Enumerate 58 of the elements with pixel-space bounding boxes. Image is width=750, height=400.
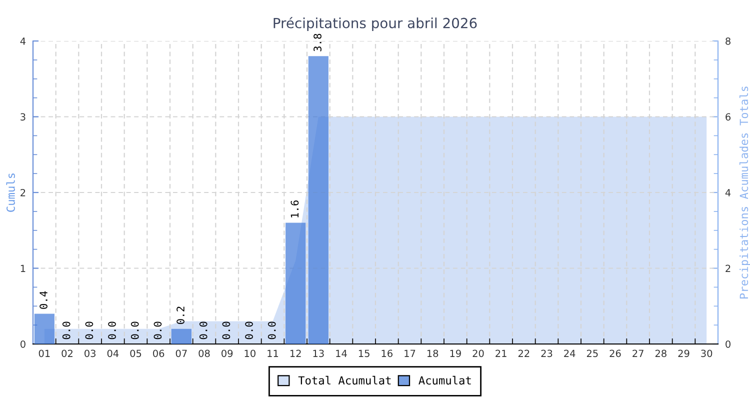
data-label: 0.0 — [108, 322, 116, 340]
x-tick-label: 08 — [198, 350, 210, 358]
x-tick-label: 01 — [38, 350, 50, 358]
data-label: 1.6 — [290, 200, 299, 218]
x-tick-label: 26 — [610, 350, 621, 358]
x-tick-label: 13 — [313, 350, 324, 358]
x-tick-label: 21 — [496, 350, 506, 357]
data-label: 0.0 — [154, 322, 162, 340]
y2-tick-label: 2 — [726, 264, 730, 272]
data-label: 0.0 — [85, 322, 94, 340]
x-tick-label: 18 — [427, 350, 438, 358]
y-axis-title: Cumuls — [6, 174, 15, 212]
y-tick-label: 0 — [20, 340, 26, 348]
x-tick-label: 03 — [84, 350, 96, 358]
y2-axis-title: Precipitations Acumulades Totals — [739, 86, 750, 298]
legend-label: Total Acumulat — [298, 376, 391, 385]
x-tick-label: 27 — [632, 350, 644, 357]
y-tick-label: 2 — [20, 188, 26, 196]
x-tick-label: 17 — [404, 350, 416, 357]
x-tick-label: 19 — [450, 350, 461, 358]
x-tick-label: 28 — [655, 350, 666, 358]
x-tick-label: 29 — [678, 350, 690, 358]
y-tick-label: 3 — [20, 113, 26, 121]
data-label: 3.8 — [314, 34, 322, 52]
data-label: 0.2 — [176, 306, 184, 324]
y2-tick-label: 4 — [725, 189, 731, 196]
x-tick-label: 16 — [382, 350, 392, 358]
data-label: 0.0 — [222, 322, 230, 340]
x-tick-label: 22 — [518, 350, 530, 357]
y2-tick-label: 8 — [726, 37, 730, 45]
x-tick-label: 09 — [222, 350, 233, 358]
x-tick-label: 12 — [290, 350, 301, 357]
x-tick-label: 30 — [701, 350, 712, 358]
y2-tick-label: 6 — [726, 113, 731, 121]
x-tick-label: 11 — [268, 350, 278, 357]
chart-title: Précipitations pour abril 2026 — [274, 17, 477, 31]
data-label: 0.0 — [199, 322, 208, 340]
x-tick-label: 06 — [153, 350, 164, 358]
data-label: 0.0 — [130, 322, 139, 340]
x-tick-label: 24 — [564, 350, 576, 357]
x-tick-label: 10 — [244, 350, 256, 358]
x-tick-label: 23 — [541, 350, 552, 358]
y-tick-label: 4 — [20, 38, 26, 45]
x-tick-label: 15 — [358, 350, 370, 358]
x-tick-label: 20 — [472, 350, 484, 358]
data-label: 0.4 — [40, 291, 48, 309]
data-label: 0.0 — [268, 322, 276, 340]
x-tick-label: 14 — [336, 350, 347, 357]
x-tick-label: 25 — [586, 350, 598, 358]
data-label: 0.0 — [62, 322, 70, 340]
data-label: 0.0 — [245, 322, 253, 340]
y-tick-label: 1 — [20, 264, 26, 272]
x-tick-label: 05 — [130, 350, 142, 358]
x-tick-label: 07 — [176, 350, 187, 358]
y2-tick-label: 0 — [726, 340, 730, 348]
x-tick-label: 02 — [62, 350, 72, 358]
x-tick-label: 04 — [107, 350, 119, 358]
legend-label: Acumulat — [418, 376, 471, 385]
